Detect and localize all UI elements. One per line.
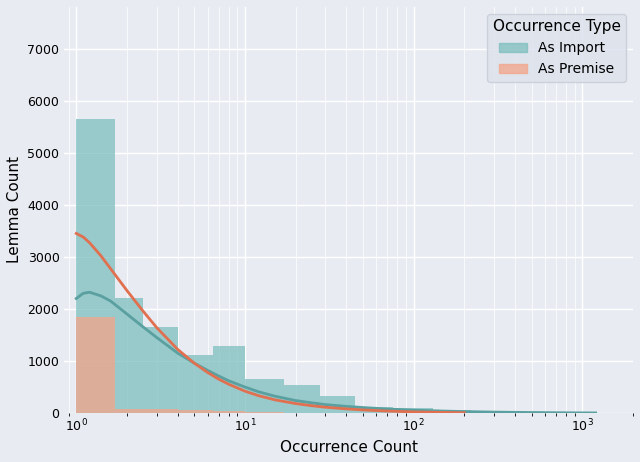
Bar: [433, 410, 472, 413]
Legend: As Import, As Premise: As Import, As Premise: [487, 14, 626, 82]
Bar: [178, 410, 213, 413]
Bar: [115, 298, 143, 413]
Bar: [392, 408, 433, 413]
Bar: [178, 355, 213, 413]
Bar: [355, 407, 392, 413]
Bar: [245, 412, 284, 413]
Bar: [76, 119, 115, 413]
X-axis label: Occurrence Count: Occurrence Count: [280, 440, 418, 455]
Bar: [472, 412, 509, 413]
Bar: [143, 327, 178, 413]
Bar: [284, 385, 321, 413]
Bar: [115, 409, 143, 413]
Bar: [143, 409, 178, 413]
Bar: [76, 317, 115, 413]
Y-axis label: Lemma Count: Lemma Count: [7, 157, 22, 263]
Bar: [213, 412, 245, 413]
Bar: [245, 379, 284, 413]
Bar: [213, 346, 245, 413]
Bar: [321, 396, 355, 413]
